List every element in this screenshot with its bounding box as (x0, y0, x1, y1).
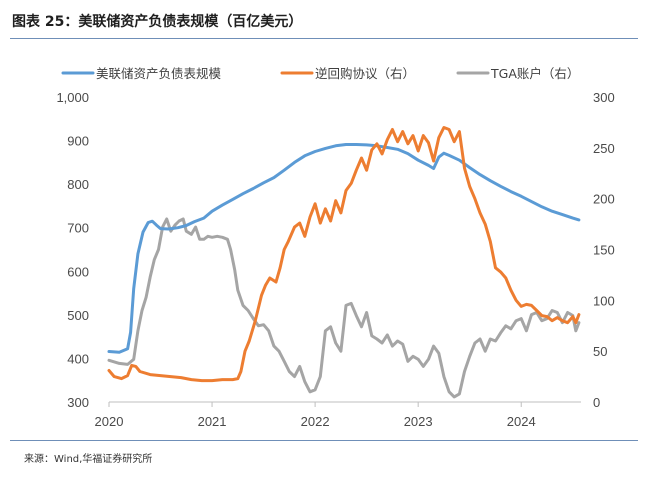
right-axis-tick-label: 50 (593, 344, 607, 359)
series-layer (107, 126, 581, 399)
title-rule (10, 38, 638, 39)
right-axis-tick-label: 150 (593, 243, 615, 258)
source-note: 来源：Wind,华福证券研究所 (24, 454, 153, 465)
right-axis-tick-label: 250 (593, 141, 615, 156)
right-axis-tick-label: 0 (593, 395, 600, 410)
series-line-reverse-repo (107, 126, 581, 383)
x-axis-tick-label: 2021 (198, 414, 227, 429)
chart-legend: 美联储资产负债表规模 逆回购协议（右） TGA账户（右） (61, 66, 579, 81)
figure-title: 图表 25：美联储资产负债表规模（百亿美元） (12, 14, 303, 30)
right-axis-tick-label: 200 (593, 192, 615, 207)
right-axis-tick-label: 300 (593, 90, 615, 105)
legend-label: 逆回购协议（右） (315, 66, 415, 81)
left-axis-tick-label: 400 (67, 351, 89, 366)
x-axis-tick-label: 2022 (301, 414, 330, 429)
series-line-tga-account (107, 217, 581, 399)
legend-label: 美联储资产负债表规模 (96, 66, 222, 81)
series-line-fed-balance-sheet (107, 143, 581, 354)
left-axis-tick-label: 1,000 (56, 90, 89, 105)
left-axis-tick-label: 600 (67, 264, 89, 279)
line-chart: 美联储资产负债表规模 逆回购协议（右） TGA账户（右） 1,000 900 800 70… (56, 66, 615, 429)
x-axis-tick-label: 2023 (404, 414, 433, 429)
x-axis-tick-label: 2024 (507, 414, 536, 429)
source-rule (10, 440, 638, 441)
left-axis-tick-label: 700 (67, 221, 89, 236)
left-axis-ticks: 1,000 900 800 700 600 500 400 300 (56, 90, 89, 410)
left-axis-tick-label: 500 (67, 308, 89, 323)
left-axis-tick-label: 300 (67, 395, 89, 410)
legend-label: TGA账户（右） (490, 66, 579, 81)
right-axis-tick-label: 100 (593, 293, 615, 308)
left-axis-tick-label: 800 (67, 177, 89, 192)
x-axis-ticks: 2020 2021 2022 2023 2024 (95, 402, 536, 429)
x-axis-tick-label: 2020 (95, 414, 124, 429)
left-axis-tick-label: 900 (67, 134, 89, 149)
right-axis-ticks: 300 250 200 150 100 50 0 (593, 90, 615, 410)
